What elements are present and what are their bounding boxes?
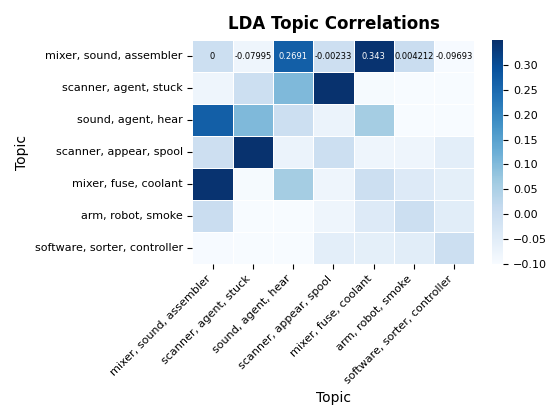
Text: -0.09693: -0.09693 (436, 52, 473, 60)
Text: 0: 0 (210, 52, 215, 60)
Text: -0.07995: -0.07995 (234, 52, 272, 60)
Y-axis label: Topic: Topic (15, 134, 29, 170)
Text: -0.00233: -0.00233 (315, 52, 352, 60)
Text: 0.004212: 0.004212 (394, 52, 434, 60)
X-axis label: Topic: Topic (316, 391, 351, 405)
Title: LDA Topic Correlations: LDA Topic Correlations (227, 15, 440, 33)
Text: 0.343: 0.343 (362, 52, 386, 60)
Text: 0.2691: 0.2691 (279, 52, 307, 60)
